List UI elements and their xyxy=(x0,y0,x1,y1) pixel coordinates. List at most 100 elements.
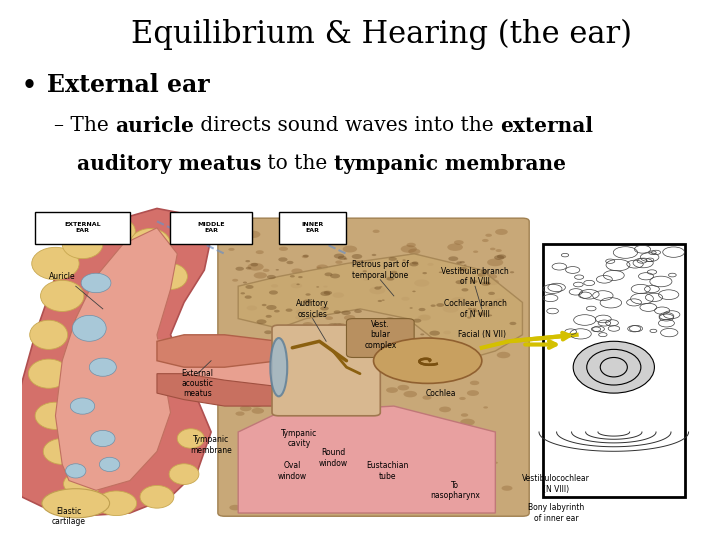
Circle shape xyxy=(452,377,468,384)
Circle shape xyxy=(393,250,400,253)
Circle shape xyxy=(468,308,472,310)
Circle shape xyxy=(382,317,392,321)
Circle shape xyxy=(418,355,433,362)
Ellipse shape xyxy=(32,247,79,280)
Circle shape xyxy=(405,496,413,500)
Circle shape xyxy=(389,258,395,261)
Circle shape xyxy=(453,470,459,473)
Circle shape xyxy=(454,306,459,308)
Circle shape xyxy=(497,254,506,259)
Text: External
acoustic
meatus: External acoustic meatus xyxy=(181,368,214,399)
Text: Facial (N VII): Facial (N VII) xyxy=(458,330,506,339)
Circle shape xyxy=(465,472,472,475)
Circle shape xyxy=(244,298,259,305)
Circle shape xyxy=(354,447,358,449)
Circle shape xyxy=(402,321,406,323)
Circle shape xyxy=(328,292,335,295)
Circle shape xyxy=(260,359,272,365)
Circle shape xyxy=(477,330,487,335)
Text: Petrous part of
temporal bone: Petrous part of temporal bone xyxy=(352,260,409,280)
Circle shape xyxy=(472,309,478,312)
FancyBboxPatch shape xyxy=(272,325,380,416)
Circle shape xyxy=(348,422,360,428)
Circle shape xyxy=(431,305,436,307)
Circle shape xyxy=(431,462,439,466)
Ellipse shape xyxy=(270,338,287,396)
Text: MIDDLE
EAR: MIDDLE EAR xyxy=(197,222,225,233)
Circle shape xyxy=(346,391,351,393)
Circle shape xyxy=(283,432,292,436)
Text: EXTERNAL
EAR: EXTERNAL EAR xyxy=(64,222,101,233)
Ellipse shape xyxy=(66,464,86,478)
Circle shape xyxy=(276,462,291,469)
Circle shape xyxy=(481,289,493,295)
Text: Vest.
bular
complex: Vest. bular complex xyxy=(364,320,397,350)
Circle shape xyxy=(292,435,300,439)
Polygon shape xyxy=(157,374,279,406)
Circle shape xyxy=(239,501,244,504)
Circle shape xyxy=(510,271,514,273)
Circle shape xyxy=(245,285,258,291)
Circle shape xyxy=(335,288,339,290)
Circle shape xyxy=(420,333,424,335)
Text: Elastic
cartilage: Elastic cartilage xyxy=(52,507,86,526)
Circle shape xyxy=(273,244,280,248)
Ellipse shape xyxy=(91,430,115,447)
Circle shape xyxy=(363,420,377,427)
Circle shape xyxy=(510,322,516,325)
Circle shape xyxy=(269,291,278,295)
Circle shape xyxy=(428,410,441,417)
Circle shape xyxy=(262,351,276,358)
Circle shape xyxy=(477,355,492,362)
Circle shape xyxy=(228,286,238,291)
Circle shape xyxy=(320,291,330,296)
Circle shape xyxy=(359,332,365,335)
Circle shape xyxy=(358,421,370,427)
Circle shape xyxy=(243,281,247,284)
Circle shape xyxy=(481,281,490,286)
Circle shape xyxy=(235,267,244,271)
Circle shape xyxy=(501,336,509,339)
Circle shape xyxy=(356,437,364,441)
Circle shape xyxy=(287,261,294,264)
Circle shape xyxy=(419,392,431,397)
Circle shape xyxy=(410,262,418,266)
Circle shape xyxy=(425,503,440,510)
Text: External ear: External ear xyxy=(47,73,210,97)
Circle shape xyxy=(423,272,427,274)
Circle shape xyxy=(264,456,274,461)
Text: Round
window: Round window xyxy=(318,448,348,468)
Circle shape xyxy=(487,304,500,310)
Circle shape xyxy=(230,396,246,403)
Circle shape xyxy=(320,476,334,483)
Circle shape xyxy=(359,390,365,393)
Ellipse shape xyxy=(587,349,641,385)
Circle shape xyxy=(436,381,441,383)
Circle shape xyxy=(266,364,277,370)
Polygon shape xyxy=(238,254,523,361)
Circle shape xyxy=(473,447,486,453)
FancyBboxPatch shape xyxy=(153,340,282,395)
Ellipse shape xyxy=(140,485,174,508)
Circle shape xyxy=(456,261,462,264)
Circle shape xyxy=(429,330,440,336)
Circle shape xyxy=(462,288,469,292)
Circle shape xyxy=(390,271,397,274)
Ellipse shape xyxy=(573,341,654,393)
Circle shape xyxy=(387,277,395,281)
Circle shape xyxy=(231,453,239,457)
Circle shape xyxy=(269,234,285,242)
Circle shape xyxy=(313,330,321,334)
Circle shape xyxy=(402,259,406,261)
Circle shape xyxy=(258,365,269,370)
FancyBboxPatch shape xyxy=(543,244,685,497)
Circle shape xyxy=(264,330,272,334)
Text: Oval
window: Oval window xyxy=(278,461,307,481)
Circle shape xyxy=(254,494,261,498)
Circle shape xyxy=(405,320,408,322)
Circle shape xyxy=(330,274,340,279)
Text: Bony labyrinth
of inner ear: Bony labyrinth of inner ear xyxy=(528,503,585,523)
Circle shape xyxy=(387,293,393,296)
Circle shape xyxy=(445,421,459,428)
Circle shape xyxy=(374,286,381,289)
